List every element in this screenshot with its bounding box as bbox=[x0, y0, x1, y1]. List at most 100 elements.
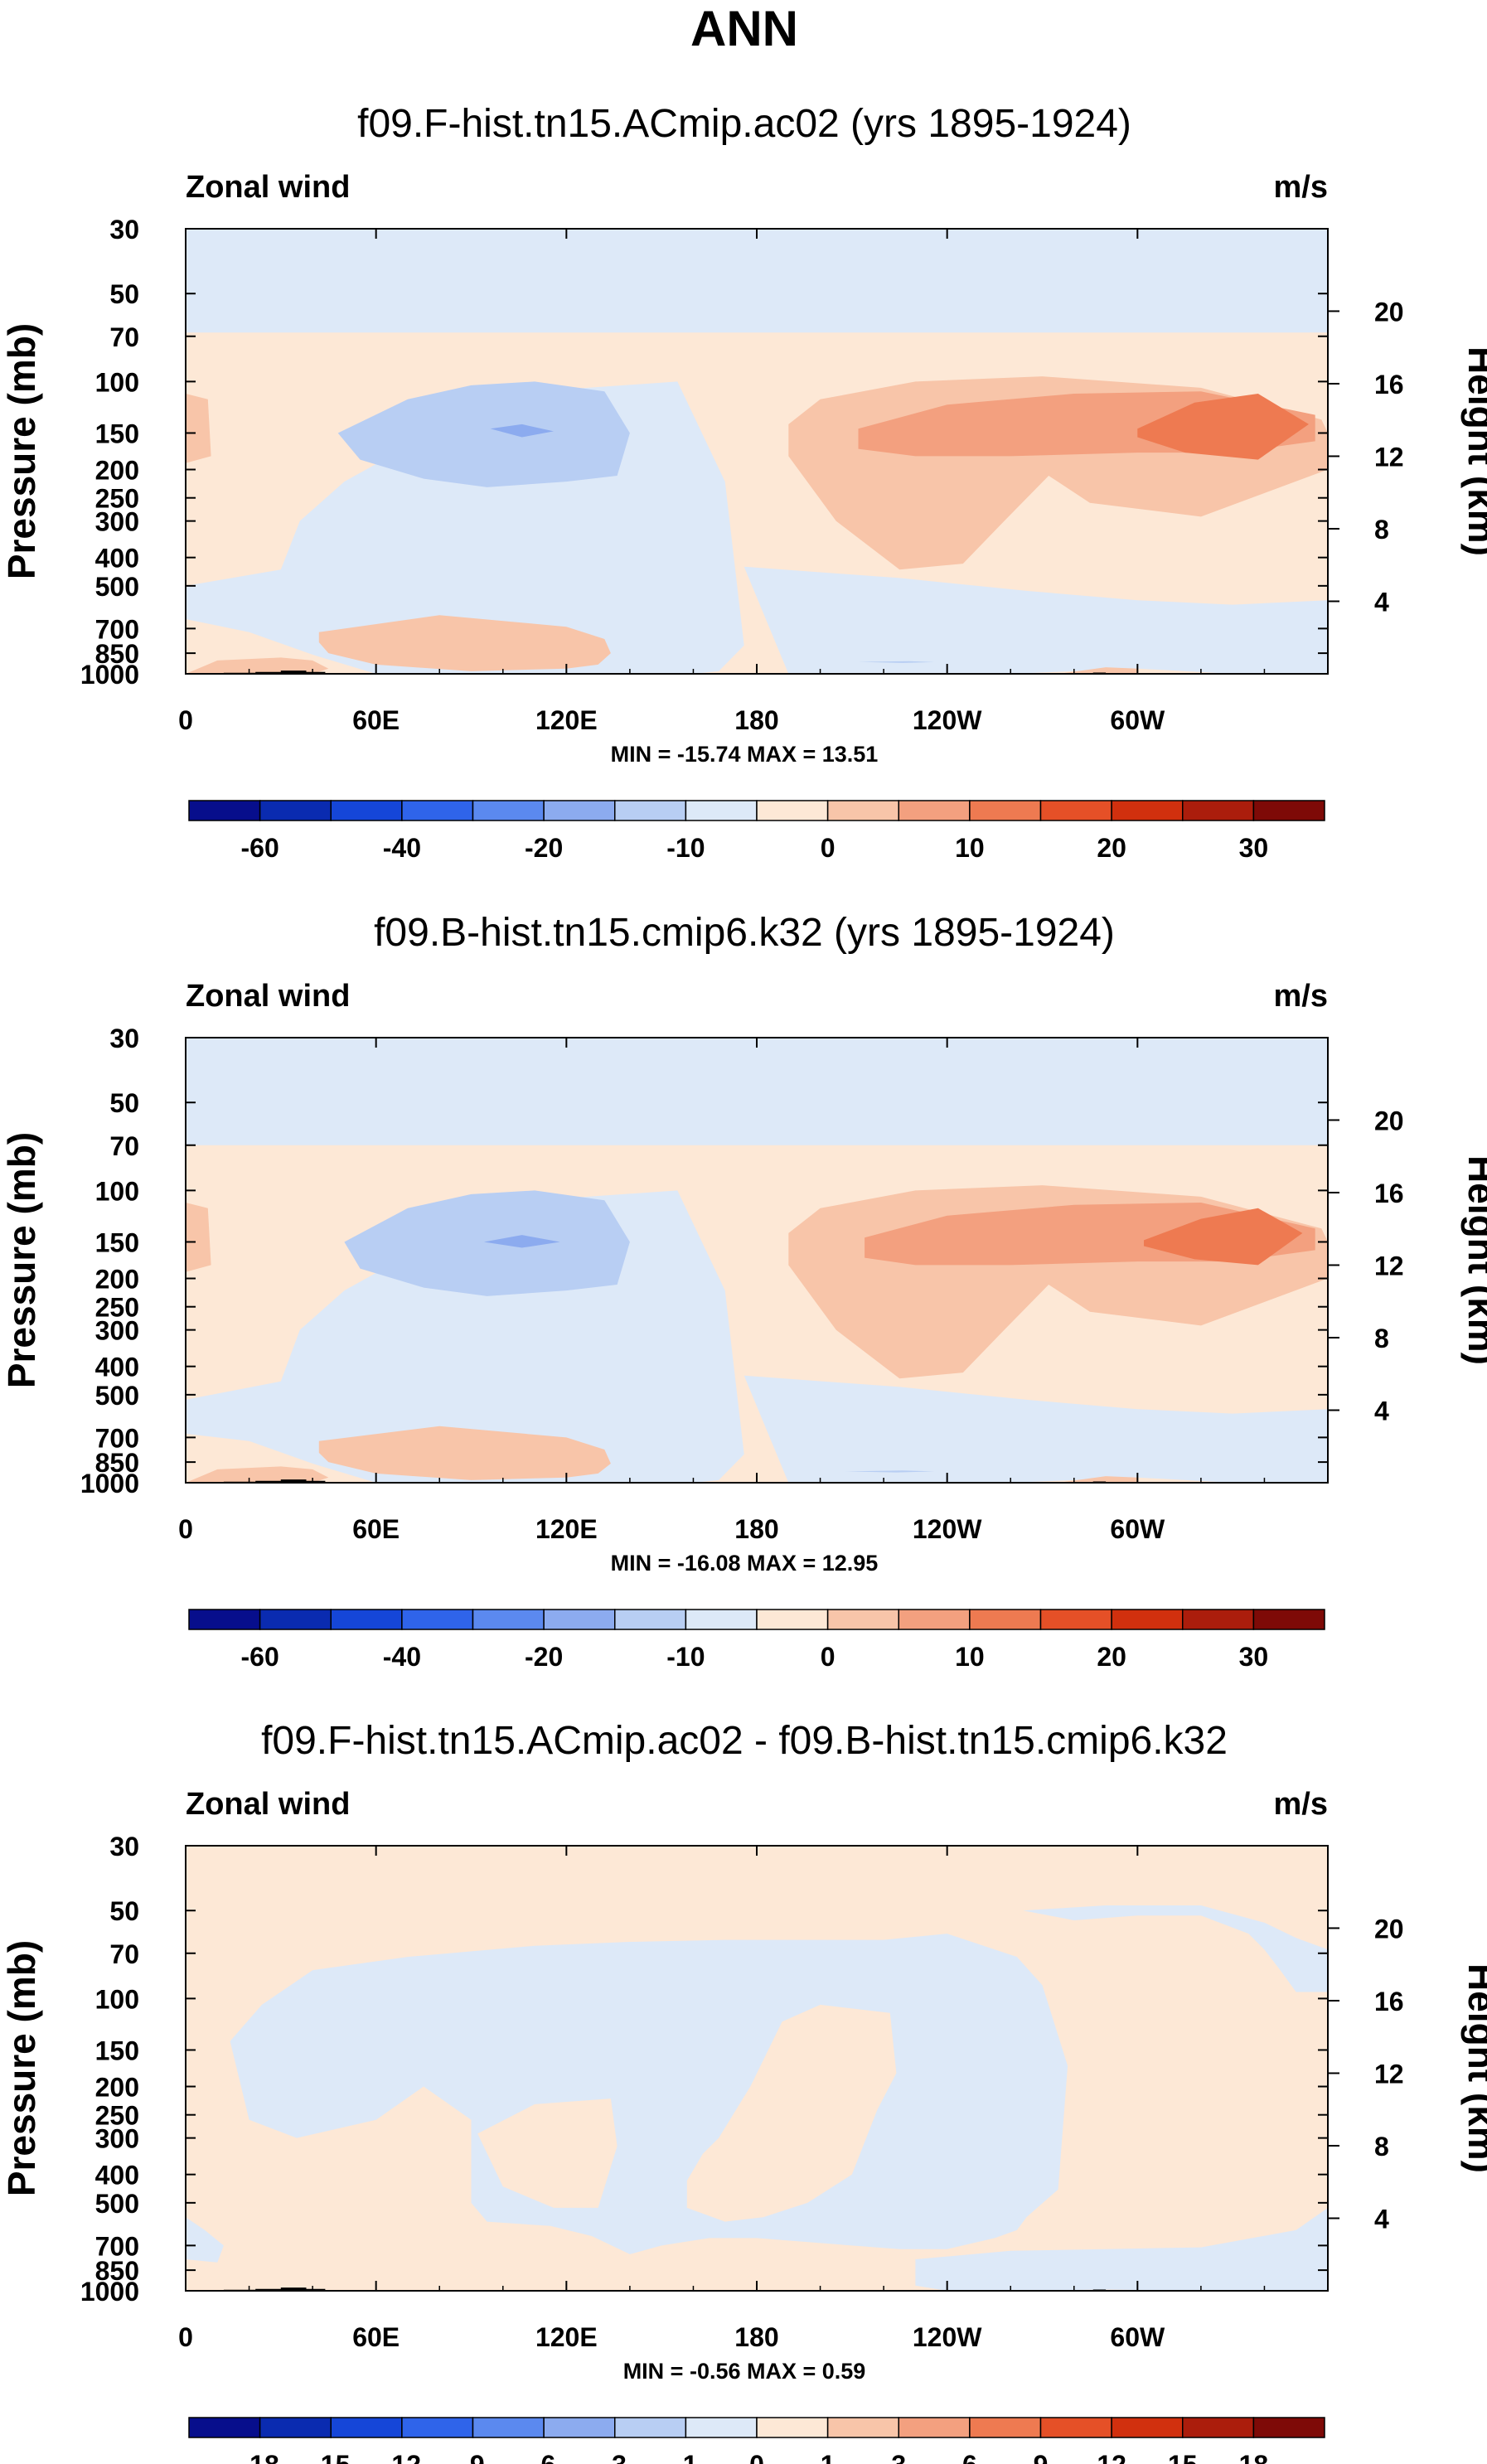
colorbar-swatch-10 bbox=[826, 2417, 899, 2438]
x-tick-label-120W: 120W bbox=[913, 1514, 982, 1544]
colorbar-swatch-12 bbox=[969, 800, 1042, 821]
y-tick-label-1000: 1000 bbox=[80, 660, 139, 690]
x-tick-label-120W: 120W bbox=[913, 2322, 982, 2352]
y-right-tick-label-4: 4 bbox=[1374, 587, 1389, 617]
contour-region-11 bbox=[318, 1426, 611, 1480]
colorbar-swatch-4 bbox=[401, 2417, 474, 2438]
x-tick-label-60W: 60W bbox=[1110, 1514, 1165, 1544]
colorbar-label: -12 bbox=[383, 2450, 421, 2464]
y-tick-label-850: 850 bbox=[95, 1448, 139, 1478]
colorbar-label: -1 bbox=[674, 2450, 697, 2464]
y-tick-label-200: 200 bbox=[95, 456, 139, 486]
colorbar-swatch-14 bbox=[1111, 2417, 1184, 2438]
contour-region-9 bbox=[1144, 1208, 1303, 1266]
variable-label: Zonal wind bbox=[186, 1787, 350, 1822]
colorbar-swatch-4 bbox=[401, 1609, 474, 1630]
colorbar-swatch-7 bbox=[614, 800, 687, 821]
colorbar-swatch-16 bbox=[1252, 1609, 1325, 1630]
colorbar-swatch-13 bbox=[1039, 800, 1112, 821]
colorbar-label: 30 bbox=[1239, 1642, 1269, 1672]
x-tick-label-180: 180 bbox=[734, 2322, 778, 2352]
colorbar-swatch-15 bbox=[1182, 800, 1255, 821]
y-tick-label-30: 30 bbox=[109, 1024, 139, 1053]
y-right-tick-label-16: 16 bbox=[1374, 1987, 1404, 2016]
y-tick-label-250: 250 bbox=[95, 2101, 139, 2131]
contour-region-6 bbox=[186, 2217, 224, 2263]
minmax-label: MIN = -0.56 MAX = 0.59 bbox=[623, 2359, 866, 2384]
colorbar-swatch-5 bbox=[472, 2417, 545, 2438]
x-tick-label-60E: 60E bbox=[352, 1514, 400, 1544]
colorbar-swatch-7 bbox=[614, 2417, 687, 2438]
units-label: m/s bbox=[1274, 979, 1328, 1014]
panel-title: f09.F-hist.tn15.ACmip.ac02 - f09.B-hist.… bbox=[261, 1719, 1228, 1763]
y-tick-label-500: 500 bbox=[95, 1381, 139, 1411]
colorbar-swatch-3 bbox=[330, 2417, 403, 2438]
contour-region-3 bbox=[744, 1375, 1328, 1483]
y-right-axis-title: Height (km) bbox=[1460, 346, 1487, 556]
x-tick-label-60W: 60W bbox=[1110, 2322, 1165, 2352]
y-right-tick-label-16: 16 bbox=[1374, 370, 1404, 399]
colorbar-swatch-12 bbox=[969, 2417, 1042, 2438]
colorbar-swatch-2 bbox=[259, 2417, 332, 2438]
y-axis-title: Pressure (mb) bbox=[0, 1940, 43, 2196]
y-tick-label-400: 400 bbox=[95, 544, 139, 574]
colorbar-swatch-9 bbox=[756, 2417, 829, 2438]
colorbar-label: -60 bbox=[241, 833, 279, 863]
y-tick-label-300: 300 bbox=[95, 507, 139, 537]
colorbar-label: -6 bbox=[532, 2450, 555, 2464]
contour-region-4 bbox=[1023, 1905, 1328, 1992]
y-tick-label-300: 300 bbox=[95, 2124, 139, 2154]
colorbar-label: 20 bbox=[1097, 1642, 1126, 1672]
colorbar-label: 10 bbox=[955, 833, 985, 863]
colorbar-label: 0 bbox=[821, 833, 836, 863]
plot-area bbox=[186, 229, 1328, 674]
y-tick-label-850: 850 bbox=[95, 639, 139, 669]
colorbar-label: -40 bbox=[383, 1642, 421, 1672]
y-right-tick-label-4: 4 bbox=[1374, 2204, 1389, 2234]
y-tick-label-100: 100 bbox=[95, 367, 139, 397]
contour-region-13 bbox=[1058, 667, 1138, 674]
colorbar-swatch-13 bbox=[1039, 2417, 1112, 2438]
y-right-tick-label-20: 20 bbox=[1374, 297, 1404, 327]
y-axis-title: Pressure (mb) bbox=[0, 323, 43, 579]
y-tick-label-1000: 1000 bbox=[80, 1469, 139, 1498]
contour-region-4 bbox=[344, 1190, 630, 1296]
contour-region-5 bbox=[915, 2207, 1328, 2291]
y-tick-label-50: 50 bbox=[109, 1896, 139, 1926]
colorbar-swatch-5 bbox=[472, 800, 545, 821]
colorbar-swatch-14 bbox=[1111, 800, 1184, 821]
x-tick-label-0: 0 bbox=[178, 705, 193, 735]
panel-3: f09.F-hist.tn15.ACmip.ac02 - f09.B-hist.… bbox=[0, 1719, 1487, 2464]
y-tick-label-700: 700 bbox=[95, 2231, 139, 2261]
y-right-tick-label-12: 12 bbox=[1374, 2059, 1404, 2089]
y-tick-label-50: 50 bbox=[109, 1088, 139, 1118]
colorbar-swatch-14 bbox=[1111, 1609, 1184, 1630]
colorbar-swatch-10 bbox=[826, 1609, 899, 1630]
y-tick-label-300: 300 bbox=[95, 1316, 139, 1346]
colorbar-swatch-4 bbox=[401, 800, 474, 821]
colorbar-swatch-1 bbox=[188, 1609, 261, 1630]
y-tick-label-1000: 1000 bbox=[80, 2277, 139, 2307]
x-tick-label-180: 180 bbox=[734, 705, 778, 735]
contour-region-12 bbox=[186, 657, 329, 674]
colorbar-label: -10 bbox=[666, 1642, 705, 1672]
contour-region-13 bbox=[1058, 1476, 1138, 1483]
colorbar-swatch-9 bbox=[756, 1609, 829, 1630]
y-axis-title: Pressure (mb) bbox=[0, 1132, 43, 1388]
y-right-tick-label-4: 4 bbox=[1374, 1396, 1389, 1426]
colorbar-label: -20 bbox=[525, 833, 563, 863]
plot-area bbox=[186, 1846, 1328, 2291]
y-right-axis-title: Height (km) bbox=[1460, 1155, 1487, 1365]
contour-region-5 bbox=[490, 424, 554, 438]
units-label: m/s bbox=[1274, 170, 1328, 205]
minmax-label: MIN = -16.08 MAX = 12.95 bbox=[611, 1551, 879, 1576]
y-right-tick-label-8: 8 bbox=[1374, 2132, 1389, 2161]
y-tick-label-70: 70 bbox=[109, 1131, 139, 1161]
x-tick-label-60E: 60E bbox=[352, 2322, 400, 2352]
minmax-label: MIN = -15.74 MAX = 13.51 bbox=[611, 742, 879, 767]
y-tick-label-200: 200 bbox=[95, 2073, 139, 2103]
colorbar-swatch-3 bbox=[330, 800, 403, 821]
contour-region-5 bbox=[483, 1235, 560, 1248]
x-tick-label-120E: 120E bbox=[535, 1514, 598, 1544]
